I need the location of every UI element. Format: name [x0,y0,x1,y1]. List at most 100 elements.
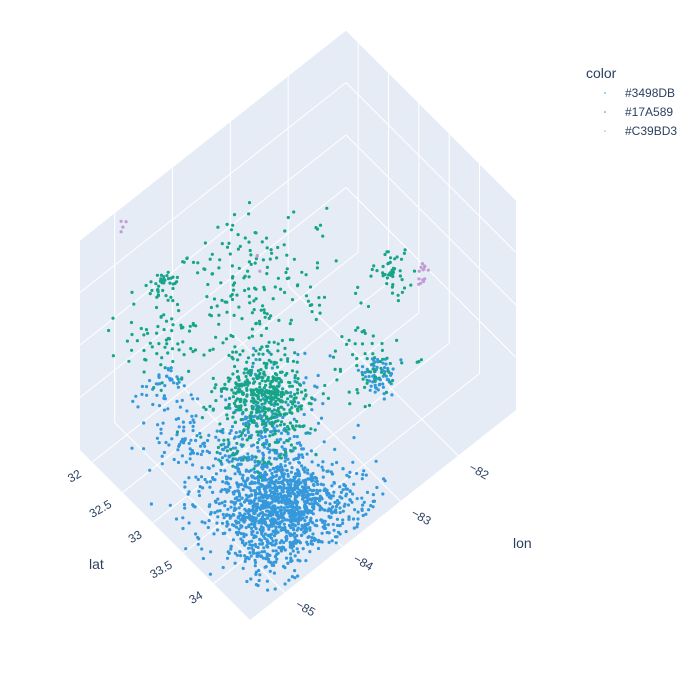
point [288,478,292,482]
point [297,512,301,516]
point [269,476,273,480]
point [286,432,290,436]
point [288,322,292,326]
point [237,521,241,525]
point [303,519,307,523]
point [351,517,356,521]
point [317,296,321,300]
legend-item[interactable]: #C39BD3 [604,124,677,138]
point [276,245,280,250]
point [293,446,297,450]
point [247,458,251,462]
point [271,433,275,437]
point [282,516,286,520]
point [254,544,258,549]
point [165,374,169,378]
point [295,370,299,374]
point [215,304,219,308]
point [225,477,229,481]
data-points [107,201,430,592]
point [174,417,178,421]
point [222,442,226,446]
point [288,524,293,528]
point [187,476,191,480]
point [254,349,258,353]
point [286,215,290,220]
point [250,546,254,550]
point [266,557,271,561]
point [194,414,198,418]
point [221,565,225,570]
point [258,542,262,546]
legend-item[interactable]: #3498DB [604,86,675,100]
point [211,376,215,380]
point [232,513,236,517]
point [219,389,224,393]
point [356,391,360,395]
point [250,539,254,543]
point [309,449,313,453]
point [166,298,170,302]
point [325,206,329,210]
point [171,359,175,364]
point [369,370,373,374]
floor-pane [80,240,516,620]
point [171,275,175,279]
point [276,498,280,502]
point [367,403,372,407]
point [368,379,372,383]
point [257,481,261,485]
point [259,482,263,486]
point [175,375,179,379]
point [304,273,308,277]
point [268,553,272,558]
point [307,493,311,497]
point [151,402,155,407]
point [403,248,407,252]
point [272,362,276,366]
point [224,406,228,410]
point [232,436,236,440]
point [241,458,245,462]
point [283,464,287,468]
point [231,500,235,504]
point [356,522,360,526]
point [197,537,201,541]
point [365,357,369,361]
point [307,521,311,526]
legend-item[interactable]: #17A589 [604,105,673,119]
point [256,416,260,420]
point [293,472,298,476]
point [247,469,251,473]
point [271,513,275,517]
point [237,506,241,510]
point [275,365,280,369]
point [164,440,168,445]
point [258,385,262,389]
point [229,505,233,509]
point [243,403,247,407]
point [256,470,260,475]
point [369,504,373,508]
point [289,400,293,404]
point [360,496,364,500]
point [276,342,280,346]
point [261,451,265,455]
point [255,406,259,410]
point [244,424,248,428]
point [330,511,334,515]
point [251,397,256,401]
point [293,569,297,573]
point [295,360,299,364]
point [159,363,163,367]
point [188,452,193,456]
point [267,443,272,447]
point [144,283,148,288]
point [197,489,201,494]
point [262,308,266,312]
point [299,443,303,447]
point [308,285,313,289]
point [290,384,294,388]
point [232,313,236,317]
